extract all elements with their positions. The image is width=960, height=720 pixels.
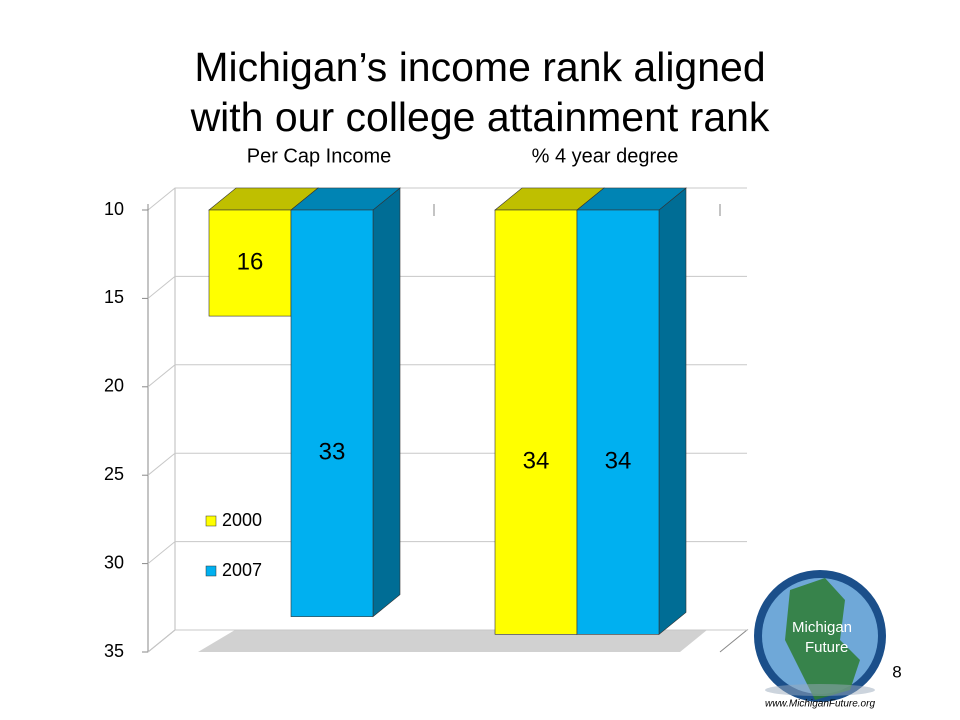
legend-swatch	[205, 515, 217, 527]
legend-swatch	[205, 565, 217, 577]
y-tick-label: 15	[104, 287, 124, 307]
data-label: 33	[319, 439, 346, 466]
floor-shadow	[198, 630, 707, 652]
y-tick-label: 10	[104, 199, 124, 219]
y-tick-label: 20	[104, 376, 124, 396]
data-label: 34	[523, 448, 550, 475]
y-tick-label: 35	[104, 641, 124, 661]
data-label: 16	[237, 248, 264, 275]
slide-title: with our college attainment rank	[190, 94, 770, 140]
data-label: 34	[605, 448, 632, 475]
x-category-label: % 4 year degree	[532, 145, 679, 167]
page-number: 8	[892, 662, 901, 681]
legend-label: 2000	[222, 510, 262, 530]
bar-side	[372, 187, 401, 618]
logo-text: Future	[805, 639, 848, 656]
y-tick-label: 25	[104, 464, 124, 484]
logo-text: Michigan	[792, 619, 852, 636]
bar	[494, 209, 578, 635]
y-tick-label: 30	[104, 552, 124, 572]
bar	[576, 209, 660, 635]
x-category-label: Per Cap Income	[247, 145, 392, 167]
logo: Michigan Future www.MichiganFuture.org	[754, 570, 886, 710]
legend-label: 2007	[222, 560, 262, 580]
logo-map	[785, 578, 860, 700]
logo-url: www.MichiganFuture.org	[765, 699, 875, 710]
slide-title: Michigan’s income rank aligned	[194, 44, 765, 90]
logo-shadow	[765, 684, 875, 696]
bar-side	[658, 187, 687, 635]
bar	[290, 209, 374, 617]
bar	[208, 209, 292, 317]
